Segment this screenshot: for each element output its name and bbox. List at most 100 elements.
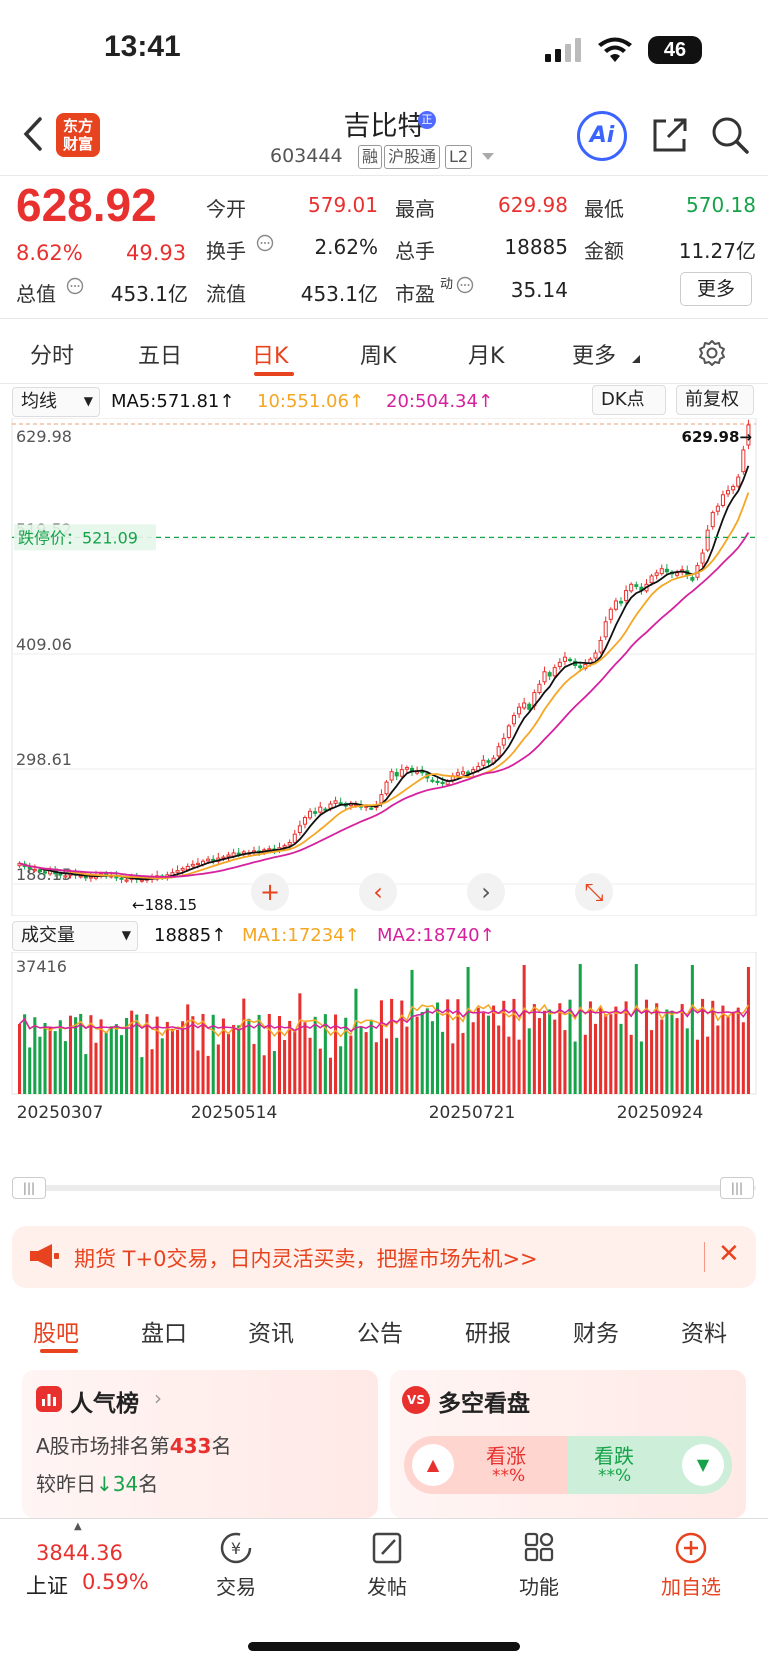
more-button[interactable]: 更多 [680, 272, 752, 306]
nav-post[interactable]: 发帖 [337, 1530, 437, 1600]
search-icon[interactable] [710, 115, 750, 155]
volume-bar [716, 1025, 720, 1094]
tab-announcements[interactable]: 公告 [357, 1321, 403, 1347]
tab-guba[interactable]: 股吧 [33, 1321, 79, 1347]
index-change[interactable]: 0.59% [82, 1570, 149, 1594]
volume-bar [660, 1019, 664, 1094]
chart-scrollbar[interactable] [12, 1185, 756, 1191]
volume-bar [150, 1049, 154, 1094]
candle-body [292, 833, 297, 843]
volume-bar [216, 1044, 220, 1094]
index-name[interactable]: 上证 [26, 1574, 68, 1598]
volume-bar [277, 1016, 282, 1094]
volume-bar [84, 1054, 88, 1094]
promo-text: 期货 T+0交易，日内灵活买卖，把握市场先机>> [74, 1247, 538, 1271]
battery-indicator: 46 [648, 36, 702, 64]
volume-select-label: 成交量 [21, 925, 75, 946]
nav-add-watchlist[interactable]: 加自选 [641, 1530, 741, 1600]
volume-bar [670, 1010, 674, 1094]
fullscreen-icon: ⤡ [584, 878, 603, 906]
candle-body [608, 608, 613, 620]
section-active-indicator [40, 1349, 78, 1353]
volume-indicator-select[interactable]: 成交量 ▼ [12, 921, 138, 951]
nav-trade[interactable]: ¥ 交易 [186, 1530, 286, 1600]
volume-bar [257, 1014, 261, 1094]
label-pe-dynamic: 动 [440, 277, 454, 292]
volume-bar [328, 1057, 332, 1094]
candle-body [578, 665, 583, 669]
candle-body [715, 505, 720, 512]
tab-research[interactable]: 研报 [465, 1321, 511, 1347]
candle-body [562, 656, 567, 662]
settings-gear-icon[interactable] [697, 338, 727, 368]
candle-body [323, 808, 328, 811]
candle-body [501, 737, 506, 746]
tab-five-day[interactable]: 五日 [138, 344, 183, 369]
scroll-handle-right[interactable]: ||| [720, 1177, 754, 1199]
adjust-button[interactable]: 前复权 [676, 385, 754, 415]
label-amount: 金额 [584, 239, 624, 263]
fullscreen-button[interactable] [575, 873, 613, 911]
candle-body [175, 870, 180, 873]
zoom-in-button[interactable] [251, 873, 289, 911]
volume-bar [28, 1047, 32, 1094]
dk-point-button[interactable]: DK点 [592, 385, 666, 415]
volume-bar [558, 1003, 562, 1094]
tab-monthly-k[interactable]: 月K [468, 344, 505, 369]
close-icon[interactable]: ✕ [718, 1239, 740, 1269]
candle-body [37, 869, 42, 873]
volume-bar [130, 1010, 134, 1094]
info-icon[interactable] [256, 234, 274, 252]
candle-body [517, 706, 522, 715]
share-icon[interactable] [650, 115, 690, 155]
caret-down-icon[interactable] [482, 153, 494, 161]
tab-weekly-k[interactable]: 周K [360, 344, 397, 369]
bear-button[interactable]: 看跌 **% ▼ [568, 1436, 732, 1494]
candle-body [547, 672, 552, 677]
candle-body [659, 568, 664, 575]
volume-bar [410, 969, 414, 1094]
tab-more[interactable]: 更多 [572, 344, 617, 369]
ma-select[interactable]: 均线 ▼ [12, 387, 100, 417]
volume-bar [318, 1048, 322, 1094]
nav-features[interactable]: 功能 [489, 1530, 589, 1600]
candle-body [542, 671, 547, 683]
bull-button[interactable]: ▲ 看涨 **% [404, 1436, 568, 1494]
vol-ma1: MA1:17234↑ [242, 925, 360, 946]
tab-daily-k[interactable]: 日K [252, 344, 289, 369]
volume-bar [486, 1015, 491, 1094]
volume-bar [94, 1042, 98, 1094]
volume-bar [68, 1015, 73, 1094]
candle-body [746, 424, 751, 446]
chevron-left-icon [23, 117, 42, 151]
candle-body [486, 760, 491, 763]
candle-body [394, 772, 399, 777]
volume-bar [293, 1030, 297, 1094]
volume-bar [125, 1017, 129, 1094]
bull-bear-card[interactable]: VS 多空看盘 ▲ 看涨 **% 看跌 **% ▼ [390, 1370, 746, 1518]
tab-pankou[interactable]: 盘口 [141, 1321, 187, 1347]
popularity-card[interactable]: 人气榜 › A股市场排名第433名 较昨日↓34名 [22, 1370, 378, 1518]
volume-bar [237, 1025, 241, 1094]
pan-left-button[interactable] [359, 873, 397, 911]
label-float-value: 流值 [206, 282, 246, 306]
kline-chart[interactable]: 629.98519.52409.06298.61188.15跌停价：521.09… [0, 418, 768, 916]
tab-news[interactable]: 资讯 [248, 1321, 294, 1347]
pan-right-button[interactable] [467, 873, 505, 911]
candle-body [287, 842, 292, 846]
tab-finance[interactable]: 财务 [573, 1321, 619, 1347]
scroll-handle-left[interactable]: ||| [12, 1177, 46, 1199]
back-button[interactable] [22, 116, 44, 161]
index-value[interactable]: 3844.36 [36, 1541, 123, 1565]
ai-button[interactable]: Ai [577, 111, 627, 161]
chart-frame [11, 418, 757, 916]
info-icon[interactable] [66, 277, 84, 295]
label-pe: 市盈 [395, 282, 435, 306]
volume-bar [339, 1046, 343, 1094]
tab-intraday[interactable]: 分时 [30, 344, 75, 369]
info-icon[interactable] [456, 276, 474, 294]
promo-banner[interactable]: 期货 T+0交易，日内灵活买卖，把握市场先机>> ✕ [12, 1226, 756, 1288]
candle-body [460, 771, 466, 775]
candle-body [466, 771, 471, 775]
tab-profile[interactable]: 资料 [681, 1321, 727, 1347]
